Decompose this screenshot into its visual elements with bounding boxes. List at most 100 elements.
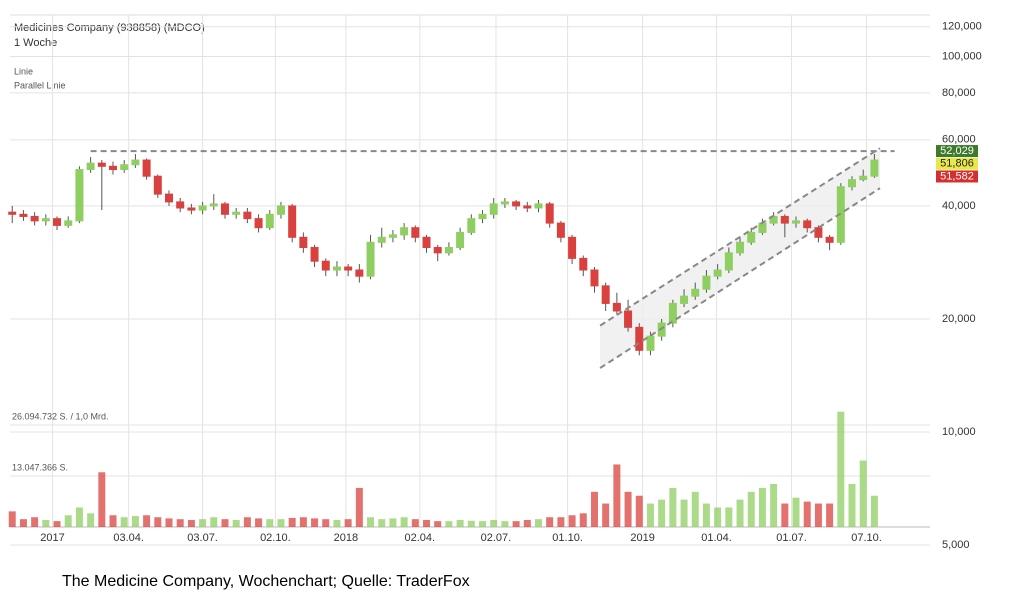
volume-bar (255, 518, 263, 527)
volume-bar (680, 499, 688, 527)
volume-bar (8, 511, 16, 527)
candle-body (422, 236, 431, 248)
volume-bar (378, 519, 386, 527)
candle-body (601, 285, 610, 304)
candle-body (344, 266, 353, 271)
candle-body (254, 218, 263, 229)
volume-bar (243, 517, 251, 527)
candle-body (780, 215, 789, 224)
volume-bar (75, 507, 83, 527)
candle-body (120, 164, 129, 171)
volume-bar (400, 517, 408, 527)
volume-bar (423, 519, 431, 527)
caption: The Medicine Company, Wochenchart; Quell… (62, 573, 470, 590)
candle-body (444, 246, 453, 254)
volume-bar (19, 519, 27, 527)
volume-bar (691, 491, 699, 527)
price-tag (936, 170, 978, 183)
x-tick-label: 01.10. (552, 532, 583, 544)
x-tick-label: 2018 (334, 532, 358, 544)
candle-body (545, 203, 554, 224)
volume-bar (624, 491, 632, 527)
volume-bar (501, 521, 509, 527)
candle-body (187, 207, 196, 211)
volume-bar (736, 499, 744, 527)
candle-body (624, 310, 633, 328)
volume-bar (232, 519, 240, 527)
volume-bar (747, 491, 755, 527)
candle-body (176, 201, 185, 209)
candle-body (321, 260, 330, 271)
price-tag (936, 157, 978, 170)
candle-body (131, 159, 140, 166)
candle-body (64, 220, 73, 226)
volume-bar (165, 518, 173, 527)
candle-body (702, 275, 711, 290)
volume-bar (467, 520, 475, 527)
volume-bar (288, 518, 296, 527)
volume-bar (445, 521, 453, 527)
volume-bar (635, 495, 643, 527)
candle-body (680, 295, 689, 304)
volume-bar (311, 518, 319, 527)
x-tick-label: 2017 (40, 532, 64, 544)
volume-bar (870, 495, 878, 527)
y-tick-label: 60,000 (942, 134, 976, 146)
volume-bar (154, 517, 162, 527)
volume-bar (837, 411, 845, 527)
candle-body (288, 205, 297, 238)
candle-body (724, 252, 733, 271)
volume-bar (64, 515, 72, 527)
candle-body (265, 213, 274, 229)
volume-tick-label: 13.047.366 S. (12, 462, 68, 472)
x-tick-label: 03.07. (187, 532, 218, 544)
candle-body (198, 205, 207, 211)
x-tick-label: 02.07. (481, 532, 512, 544)
x-tick-label: 03.04. (113, 532, 144, 544)
candle-body (456, 231, 465, 248)
candle-body (8, 211, 17, 215)
candle-body (142, 159, 151, 177)
volume-bar (299, 517, 307, 527)
y-tick-label: 120,000 (942, 21, 982, 33)
x-tick-label: 07.10. (851, 532, 882, 544)
candle-body (523, 205, 532, 209)
volume-bar (568, 515, 576, 527)
volume-bar (143, 515, 151, 527)
y-tick-label: 20,000 (942, 313, 976, 325)
volume-bar (590, 491, 598, 527)
candle-body (164, 193, 173, 203)
candle-body (803, 220, 812, 229)
volume-bar (31, 517, 39, 527)
candle-body (86, 162, 95, 171)
volume-bar (848, 484, 856, 527)
volume-bar (770, 484, 778, 527)
volume-bar (658, 499, 666, 527)
legend-entry: Parallel Linie (14, 80, 66, 90)
candle-body (747, 231, 756, 243)
volume-bar (109, 515, 117, 527)
volume-bar (702, 503, 710, 527)
volume-bar (758, 487, 766, 527)
candle-body (758, 222, 767, 233)
price-tag-label: 52,029 (940, 145, 974, 157)
candle-body (310, 246, 319, 262)
candle-body (489, 203, 498, 215)
candle-body (467, 218, 476, 233)
volume-bar (826, 503, 834, 527)
candle-body (109, 165, 118, 171)
volume-bar (355, 487, 363, 527)
volume-bar (669, 487, 677, 527)
volume-bar (277, 519, 285, 527)
x-tick-label: 01.07. (776, 532, 807, 544)
volume-bar (725, 507, 733, 527)
candle-body (646, 335, 655, 351)
price-tag-label: 51,582 (940, 170, 974, 182)
candle-body (579, 257, 588, 271)
candle-body (792, 220, 801, 224)
candle-body (433, 246, 442, 254)
volume-bar (367, 517, 375, 527)
volume-bar (120, 517, 128, 527)
volume-bar (814, 503, 822, 527)
volume-bar (803, 501, 811, 527)
